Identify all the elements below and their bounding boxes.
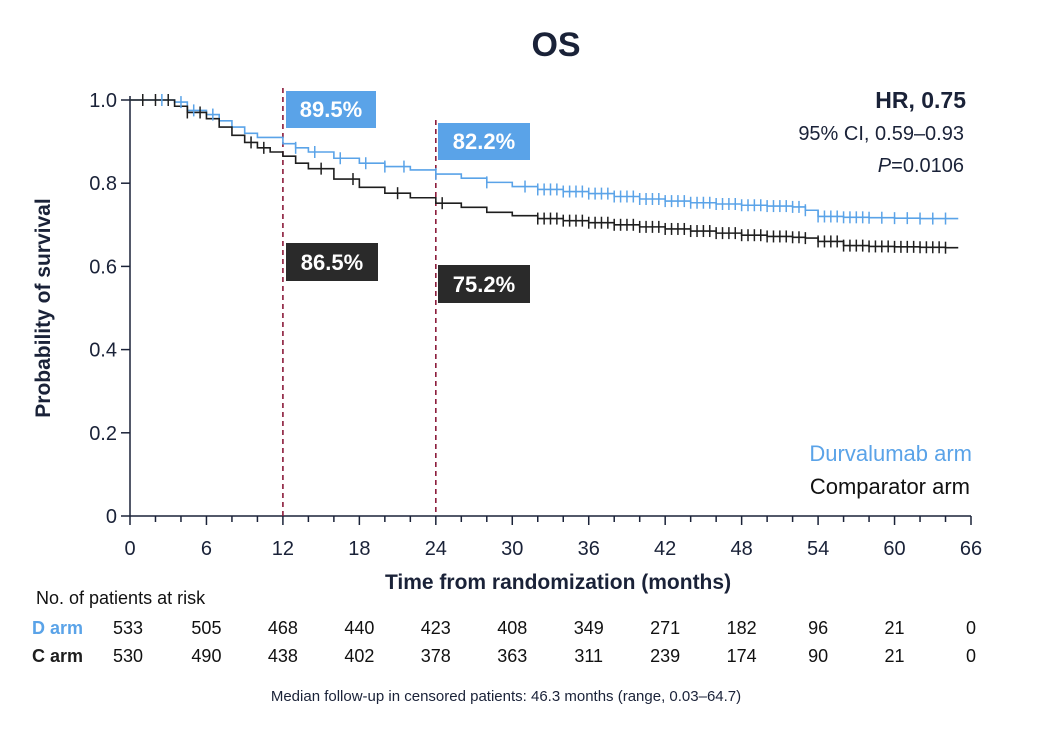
p-italic: P	[878, 155, 892, 177]
annotation-comparator-24mo: 75.2%	[438, 265, 530, 303]
annotation-comparator-12mo: 86.5%	[286, 243, 378, 281]
annotation-box	[438, 265, 530, 303]
y-tick-label: 0.8	[89, 173, 117, 195]
risk-cell: 21	[885, 646, 905, 666]
x-tick-label: 30	[501, 538, 523, 560]
curve-durvalumab	[130, 99, 959, 220]
risk-cell: 90	[808, 646, 828, 666]
y-tick-label: 1.0	[89, 90, 117, 112]
risk-cell: 440	[344, 618, 374, 638]
risk-cell: 438	[268, 646, 298, 666]
annotation-text: 89.5%	[300, 97, 362, 122]
risk-cell: 530	[113, 646, 143, 666]
legend-durvalumab: Durvalumab arm	[809, 441, 972, 466]
hazard-ratio-block: HR, 0.75 95% CI, 0.59–0.93 P=0.0106	[798, 87, 966, 177]
x-tick-label: 66	[960, 538, 982, 560]
footnote: Median follow-up in censored patients: 4…	[271, 688, 741, 705]
y-tick-label: 0.6	[89, 256, 117, 278]
risk-cell: 271	[650, 618, 680, 638]
x-tick-label: 24	[425, 538, 447, 560]
legend: Durvalumab arm Comparator arm	[809, 441, 972, 499]
x-tick-label: 42	[654, 538, 676, 560]
risk-cell: 96	[808, 618, 828, 638]
confidence-interval: 95% CI, 0.59–0.93	[798, 123, 964, 145]
p-rest: =0.0106	[891, 155, 964, 177]
x-tick-label: 18	[348, 538, 370, 560]
annotation-durvalumab-24mo: 82.2%	[438, 123, 530, 160]
x-tick-labels: 0 6 12 18 24 30 36 42 48 54 60 66	[124, 538, 982, 560]
x-tick-label: 12	[272, 538, 294, 560]
y-tick-label: 0.4	[89, 340, 117, 362]
curve-comparator	[130, 99, 959, 249]
reference-lines	[282, 88, 437, 516]
x-tick-label: 60	[883, 538, 905, 560]
annotation-box	[438, 123, 530, 160]
annotation-text: 75.2%	[453, 272, 515, 297]
risk-cell: 182	[727, 618, 757, 638]
risk-table: D arm 533 505 468 440 423 408 349 271 182 96 21 0 C a…	[32, 618, 976, 666]
x-tick-label: 36	[578, 538, 600, 560]
risk-cell: 533	[113, 618, 143, 638]
risk-cell: 21	[885, 618, 905, 638]
hazard-ratio: HR, 0.75	[875, 87, 966, 113]
legend-comparator: Comparator arm	[810, 474, 970, 499]
risk-row-label: D arm	[32, 618, 83, 638]
y-tick-labels: 0 0.2 0.4 0.6 0.8 1.0	[89, 90, 117, 528]
risk-cell: 0	[966, 618, 976, 638]
chart-title: OS	[531, 26, 580, 64]
annotation-box	[286, 243, 378, 281]
annotation-durvalumab-12mo: 89.5%	[286, 91, 376, 128]
risk-cell: 468	[268, 618, 298, 638]
y-tick-label: 0.2	[89, 423, 117, 445]
axes	[121, 96, 972, 525]
risk-cell: 490	[191, 646, 221, 666]
censor-marks	[141, 94, 947, 254]
risk-cell: 174	[727, 646, 757, 666]
risk-cell: 378	[421, 646, 451, 666]
risk-cell: 408	[497, 618, 527, 638]
x-tick-label: 6	[201, 538, 212, 560]
x-axis-label: Time from randomization (months)	[385, 571, 731, 594]
y-tick-label: 0	[106, 506, 117, 528]
risk-cell: 423	[421, 618, 451, 638]
p-value: P=0.0106	[878, 155, 964, 177]
annotation-text: 82.2%	[453, 129, 515, 154]
x-tick-label: 0	[124, 538, 135, 560]
risk-cell: 349	[574, 618, 604, 638]
risk-cell: 311	[574, 646, 603, 666]
risk-row-label: C arm	[32, 646, 83, 666]
x-tick-label: 48	[731, 538, 753, 560]
risk-cell: 363	[497, 646, 527, 666]
annotation-box	[286, 91, 376, 128]
risk-cell: 505	[191, 618, 221, 638]
risk-cell: 239	[650, 646, 680, 666]
risk-table-header: No. of patients at risk	[36, 588, 206, 608]
annotation-text: 86.5%	[301, 250, 363, 275]
risk-cell: 0	[966, 646, 976, 666]
risk-cell: 402	[344, 646, 374, 666]
x-tick-label: 54	[807, 538, 829, 560]
y-axis-label: Probability of survival	[32, 198, 55, 417]
